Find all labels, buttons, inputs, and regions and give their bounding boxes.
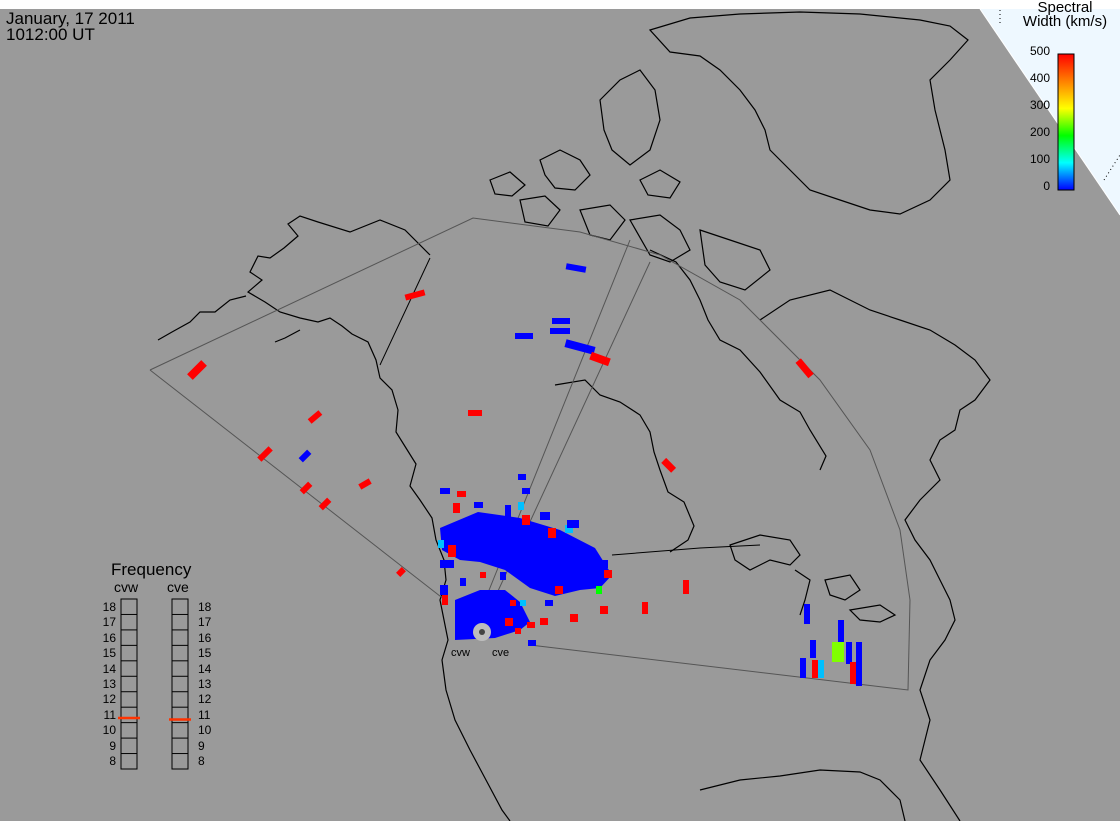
frequency-gridlines — [121, 613, 188, 755]
frequency-tick-left: 14 — [102, 661, 116, 676]
colorbar-scale — [1057, 53, 1075, 191]
map-edge — [979, 8, 1120, 216]
radar-site-center — [479, 629, 485, 635]
frequency-tick-right: 11 — [198, 707, 211, 722]
far-echoes — [187, 263, 814, 614]
echo-fan-outer — [440, 512, 612, 596]
frequency-tick-left: 17 — [102, 615, 116, 630]
echo-gates — [438, 474, 612, 646]
frequency-tick-right: 14 — [198, 661, 212, 676]
colorbar-tick: 300 — [1029, 98, 1050, 112]
freq-radar-cvw: cvw — [114, 579, 139, 595]
frequency-tick-right: 16 — [198, 630, 212, 645]
top-margin — [0, 0, 1120, 9]
frequency-tick-right: 13 — [198, 677, 212, 691]
colorbar-tick: 500 — [1029, 44, 1050, 58]
time-label: 1012:00 UT — [6, 25, 95, 44]
colorbar-tick: 400 — [1029, 71, 1050, 85]
site-label-cve: cve — [492, 647, 510, 659]
colorbar-tick: 200 — [1029, 125, 1050, 139]
colorbar-tick: 0 — [1043, 179, 1050, 193]
colorbar-tick: 100 — [1029, 152, 1050, 166]
frequency-tick-right: 10 — [198, 723, 212, 738]
borders — [379, 257, 761, 556]
frequency-tick-right: 9 — [198, 738, 205, 753]
frequency-tick-left: 16 — [102, 630, 116, 645]
site-label-cvw: cvw — [451, 647, 470, 659]
freq-radar-cve: cve — [167, 579, 189, 595]
corner-dots — [1103, 154, 1120, 181]
frequency-title: Frequency — [111, 560, 192, 579]
frequency-tick-right: 12 — [198, 692, 212, 707]
frequency-tick-right: 15 — [198, 646, 212, 661]
frequency-tick-right: 8 — [198, 754, 205, 769]
coastlines — [157, 11, 991, 821]
frequency-tick-left: 11 — [103, 707, 116, 722]
east-echoes — [800, 604, 862, 686]
frequency-tick-right: 17 — [198, 615, 212, 630]
frequency-tick-left: 13 — [102, 677, 116, 691]
frequency-panels — [120, 598, 189, 770]
colorbar-title-2: Width (km/s) — [1022, 13, 1108, 30]
frequency-tick-left: 18 — [102, 599, 116, 614]
frequency-tick-left: 12 — [102, 692, 116, 707]
frequency-tick-left: 8 — [109, 754, 116, 769]
frequency-tick-left: 10 — [102, 723, 116, 738]
frequency-tick-left: 15 — [102, 646, 116, 661]
frequency-tick-left: 9 — [109, 738, 116, 753]
frequency-tick-right: 18 — [198, 599, 212, 614]
date-label: January, 17 2011 — [6, 9, 135, 28]
colorbar-title-1: Spectral — [1037, 0, 1093, 16]
